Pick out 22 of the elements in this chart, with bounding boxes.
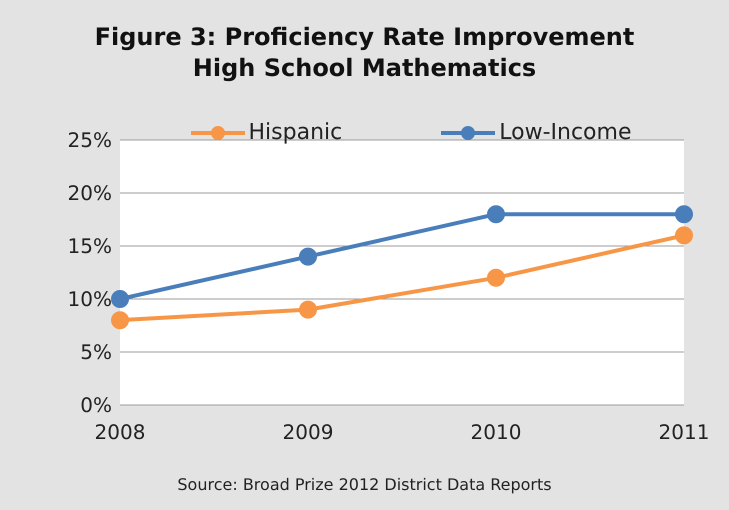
point <box>487 268 505 287</box>
y-tick-label: 5% <box>80 340 112 364</box>
point <box>299 300 317 319</box>
legend-label: Hispanic <box>248 120 342 145</box>
legend-label: Low-Income <box>498 120 632 145</box>
y-tick-label: 25% <box>68 128 112 152</box>
point <box>675 205 693 224</box>
y-tick-label: 10% <box>68 287 112 312</box>
y-tick-label: 20% <box>68 181 112 206</box>
point <box>111 290 129 308</box>
source-note: Source: Broad Prize 2012 District Data Reports <box>176 475 553 494</box>
chart-title: Figure 3: Proficiency Rate Improvement High School Mathematics <box>94 22 636 84</box>
x-tick-label: 2011 <box>658 420 710 444</box>
point <box>299 248 317 266</box>
y-tick-label: 15% <box>68 234 112 258</box>
point <box>675 226 693 244</box>
x-tick-label: 2008 <box>94 420 146 444</box>
point <box>487 205 505 224</box>
x-tick-label: 2010 <box>470 420 522 444</box>
x-tick-label: 2009 <box>282 420 334 444</box>
point <box>111 311 129 330</box>
y-tick-label: 0% <box>80 393 112 418</box>
